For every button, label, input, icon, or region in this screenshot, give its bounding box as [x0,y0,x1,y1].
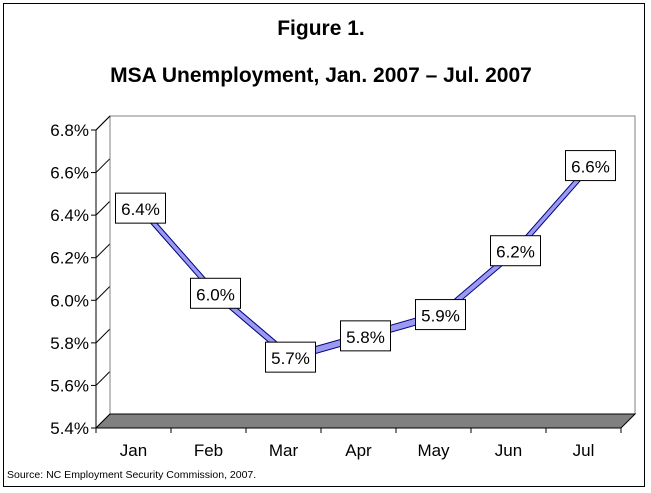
data-label: 6.4% [115,192,166,224]
data-label: 5.9% [415,299,466,331]
y-tick-label: 6.4% [50,206,89,225]
data-label-box [415,299,466,331]
data-label-box [340,320,391,352]
x-tick-label: Jun [495,441,522,460]
data-label-text: 6.6% [571,158,610,177]
chart-title: Figure 1. [277,17,365,40]
y-axis-ticks: 5.4% 5.6% 5.8% 6.0% 6.2% 6.4% 6.6% 6.8% [50,121,96,438]
data-label-text: 5.8% [346,328,385,347]
x-tick-label: Mar [269,441,299,460]
data-label-text: 5.7% [271,349,310,368]
data-label-box [565,150,616,182]
x-tick-label: Jan [120,441,147,460]
plot-floor [94,413,637,429]
data-label-box [490,235,541,267]
y-tick-label: 5.6% [50,376,89,395]
source-note: Source: NC Employment Security Commissio… [7,469,257,481]
plot-walls [94,115,637,429]
left-wall-top-edge [95,115,111,131]
y-tick-label: 5.8% [50,334,89,353]
data-label: 5.7% [265,341,316,373]
back-wall [109,115,636,415]
data-label: 6.6% [565,150,616,182]
y-tick-label: 6.8% [50,121,89,140]
x-tick-label: Jul [573,441,595,460]
x-tick-label: Apr [345,441,372,460]
data-labels: 6.4% 6.0% 5.7% 5.8% 5.9% 6.2% 6.6% [115,150,616,373]
y-tick-label: 6.2% [50,249,89,268]
y-tick-label: 5.4% [50,419,89,438]
data-label-box [190,277,241,309]
x-tick-label: Feb [194,441,223,460]
data-label-text: 6.2% [496,243,535,262]
x-axis-ticks: Jan Feb Mar Apr May Jun Jul [95,428,622,460]
chart-subtitle: MSA Unemployment, Jan. 2007 – Jul. 2007 [110,64,532,87]
data-label: 5.8% [340,320,391,352]
y-tick-label: 6.6% [50,164,89,183]
data-label-text: 6.4% [121,200,160,219]
data-label: 6.2% [490,235,541,267]
x-tick-label: May [417,441,450,460]
y-tick-label: 6.0% [50,291,89,310]
data-label-box [115,192,166,224]
data-label-box [265,341,316,373]
data-label-text: 5.9% [421,307,460,326]
data-label: 6.0% [190,277,241,309]
data-label-text: 6.0% [196,285,235,304]
